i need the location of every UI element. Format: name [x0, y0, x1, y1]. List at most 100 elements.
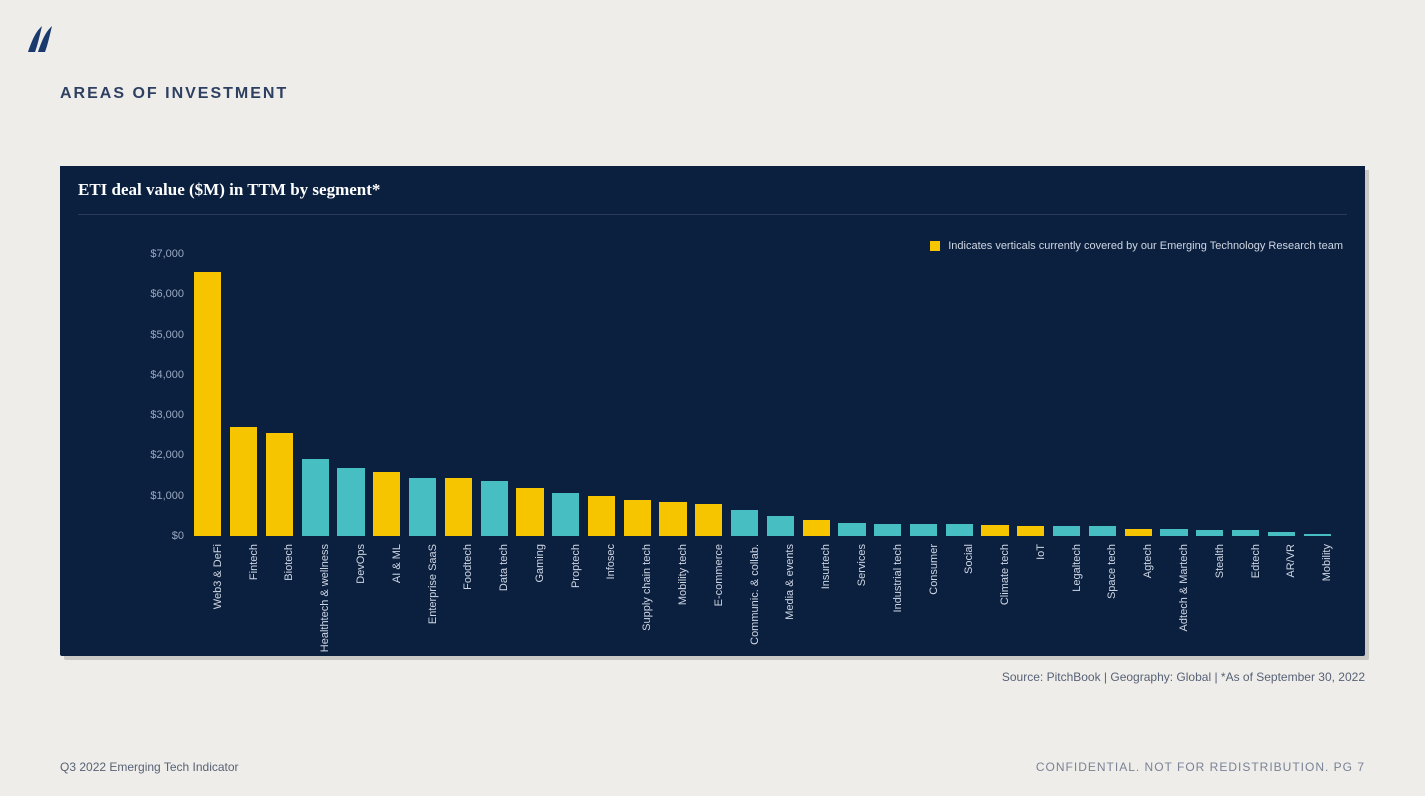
chart-bar — [624, 500, 651, 536]
x-axis-label: IoT — [1035, 544, 1047, 560]
chart-bar — [337, 468, 364, 536]
bar-slot — [619, 254, 655, 536]
chart-bar — [1053, 526, 1080, 536]
x-axis-label: Stealth — [1214, 544, 1226, 578]
chart-bar — [445, 478, 472, 536]
bar-slot — [763, 254, 799, 536]
y-tick: $1,000 — [134, 490, 184, 502]
section-title: AREAS OF INVESTMENT — [60, 85, 288, 103]
bar-slot — [870, 254, 906, 536]
legend-text: Indicates verticals currently covered by… — [948, 240, 1343, 252]
x-axis-label: Data tech — [498, 544, 510, 591]
chart-bar — [946, 524, 973, 536]
bar-slot — [333, 254, 369, 536]
bar-slot — [440, 254, 476, 536]
x-axis-label: Supply chain tech — [641, 544, 653, 631]
bar-slot — [1120, 254, 1156, 536]
bar-slot — [584, 254, 620, 536]
source-line: Source: PitchBook | Geography: Global | … — [1002, 670, 1365, 684]
x-axis-label: Insurtech — [820, 544, 832, 589]
chart-bar — [266, 433, 293, 536]
bar-slot — [727, 254, 763, 536]
bar-slot — [1192, 254, 1228, 536]
bar-slot — [297, 254, 333, 536]
y-tick: $6,000 — [134, 288, 184, 300]
bar-slot — [405, 254, 441, 536]
bar-slot — [1263, 254, 1299, 536]
chart-bar — [981, 525, 1008, 536]
x-axis-label: Mobility tech — [677, 544, 689, 605]
bar-slot — [548, 254, 584, 536]
brand-logo — [24, 24, 56, 56]
chart-bar — [838, 523, 865, 536]
chart-bar — [731, 510, 758, 536]
y-tick: $2,000 — [134, 449, 184, 461]
chart-bar — [302, 459, 329, 536]
chart-header-rule — [78, 214, 1347, 215]
chart-bar — [194, 272, 221, 536]
x-axis-label: Legaltech — [1071, 544, 1083, 592]
chart-bar — [516, 488, 543, 536]
x-axis-label: Fintech — [248, 544, 260, 580]
x-axis-label: AR/VR — [1285, 544, 1297, 578]
bar-slot — [262, 254, 298, 536]
chart-bar — [1160, 529, 1187, 536]
x-axis-label: Proptech — [570, 544, 582, 588]
y-tick: $3,000 — [134, 409, 184, 421]
x-axis-label: Foodtech — [462, 544, 474, 590]
bar-slot — [190, 254, 226, 536]
x-axis-label: Services — [856, 544, 868, 586]
x-axis-label: Edtech — [1250, 544, 1262, 578]
x-axis-label: E-commerce — [713, 544, 725, 606]
bar-slot — [369, 254, 405, 536]
bar-slot — [941, 254, 977, 536]
chart-bar — [910, 524, 937, 536]
x-axis-label: Mobility — [1321, 544, 1333, 581]
x-axis-label: Biotech — [283, 544, 295, 581]
chart-bar — [481, 481, 508, 536]
bar-slot — [798, 254, 834, 536]
chart-bar — [659, 502, 686, 536]
chart-bar — [588, 496, 615, 536]
chart-bar — [1089, 526, 1116, 536]
bar-slot — [691, 254, 727, 536]
chart-bar — [767, 516, 794, 536]
y-tick: $0 — [134, 530, 184, 542]
y-tick: $4,000 — [134, 369, 184, 381]
x-axis-label: Infosec — [605, 544, 617, 579]
legend-swatch-covered — [930, 241, 940, 251]
chart-legend: Indicates verticals currently covered by… — [930, 240, 1343, 252]
bar-slot — [1013, 254, 1049, 536]
chart-bar — [695, 504, 722, 536]
bar-slot — [476, 254, 512, 536]
x-axis-labels: Web3 & DeFiFintechBiotechHealthtech & we… — [190, 536, 1335, 646]
y-tick: $7,000 — [134, 248, 184, 260]
x-axis-label: AI & ML — [391, 544, 403, 583]
y-tick: $5,000 — [134, 329, 184, 341]
bar-slot — [512, 254, 548, 536]
footer-left: Q3 2022 Emerging Tech Indicator — [60, 760, 239, 774]
chart-bar — [409, 478, 436, 536]
chart-bar — [803, 520, 830, 536]
x-axis-label: DevOps — [355, 544, 367, 584]
chart-bar — [874, 524, 901, 536]
chart-bars — [190, 254, 1335, 536]
chart-bar — [230, 427, 257, 536]
y-axis-ticks: $0$1,000$2,000$3,000$4,000$5,000$6,000$7… — [134, 254, 190, 536]
bar-slot — [1156, 254, 1192, 536]
bar-slot — [977, 254, 1013, 536]
chart-bar — [552, 493, 579, 537]
bar-slot — [1228, 254, 1264, 536]
chart-bar — [373, 472, 400, 536]
bar-slot — [1049, 254, 1085, 536]
bar-slot — [906, 254, 942, 536]
bar-slot — [226, 254, 262, 536]
x-axis-label: Social — [963, 544, 975, 574]
bar-slot — [1299, 254, 1335, 536]
chart-title: ETI deal value ($M) in TTM by segment* — [60, 166, 1365, 214]
x-axis-label: Media & events — [784, 544, 796, 620]
x-axis-label: Gaming — [534, 544, 546, 583]
x-axis-label: Industrial tech — [892, 544, 904, 612]
x-axis-label: Adtech & Martech — [1178, 544, 1190, 631]
footer-right: CONFIDENTIAL. NOT FOR REDISTRIBUTION. PG… — [1036, 760, 1365, 774]
